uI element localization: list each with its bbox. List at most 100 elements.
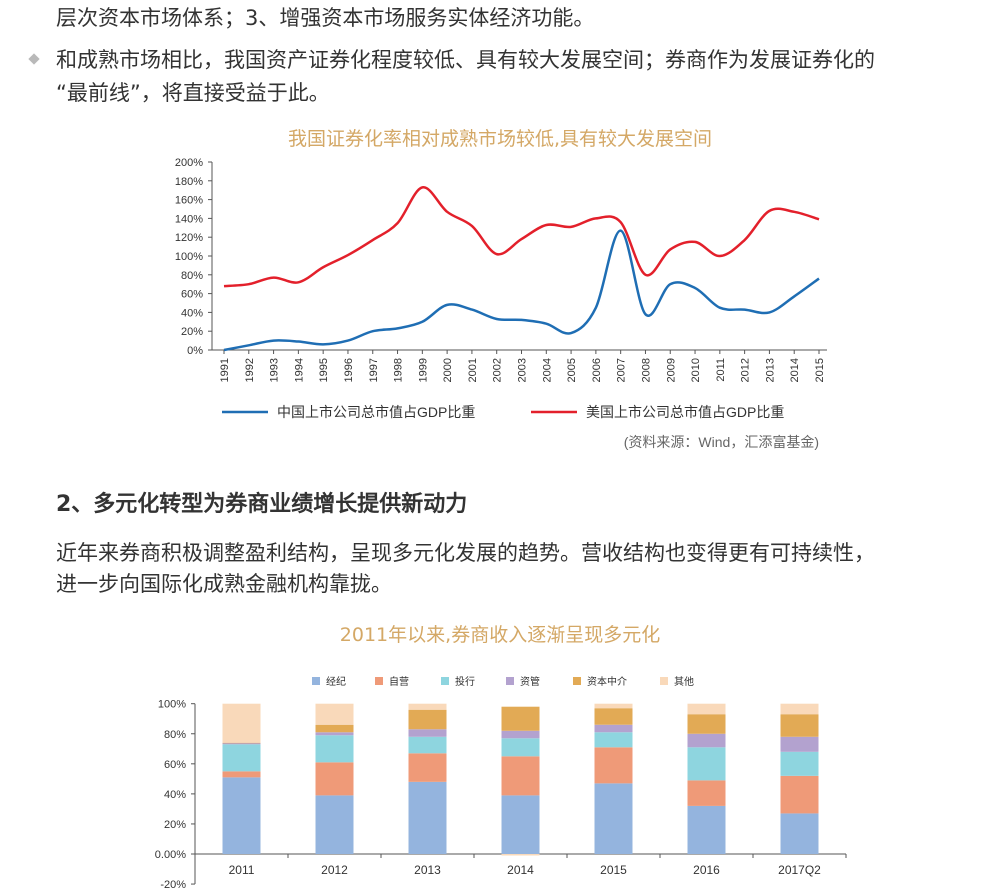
x-tick-label: 2014 <box>507 863 534 877</box>
bar-2017Q2-资本中介 <box>780 714 819 737</box>
bar-2017Q2-经纪 <box>780 813 819 854</box>
y-tick-label: -20% <box>160 879 186 891</box>
bar-2014-投行 <box>501 738 540 757</box>
legend-label-资本中介: 资本中介 <box>587 675 627 688</box>
x-tick-label: 2007 <box>616 358 628 382</box>
bar-2015-资管 <box>594 724 633 733</box>
bar-2013-投行 <box>408 736 447 754</box>
bar-2013-其他 <box>408 703 447 710</box>
bar-2012-经纪 <box>315 795 354 854</box>
x-tick-label: 2015 <box>814 358 826 382</box>
x-tick-label: 2010 <box>690 358 702 382</box>
bar-2013-经纪 <box>408 781 447 854</box>
y-tick-label: 60% <box>164 759 186 771</box>
x-tick-label: 2013 <box>414 863 441 877</box>
legend-label-其他: 其他 <box>674 675 694 688</box>
y-tick-label: 80% <box>164 729 186 741</box>
y-tick-label: 0% <box>187 345 203 357</box>
y-tick-label: 120% <box>175 232 203 244</box>
x-tick-label: 1997 <box>368 358 380 382</box>
bar-2016-其他 <box>687 703 726 715</box>
y-tick-label: 20% <box>164 819 186 831</box>
y-tick-label: 200% <box>175 157 203 169</box>
x-tick-label: 1995 <box>318 358 330 382</box>
x-tick-label: 2008 <box>640 358 652 382</box>
bar-2015-资本中介 <box>594 708 633 725</box>
chart-2-title: 2011年以来,券商收入逐渐呈现多元化 <box>339 624 661 646</box>
bar-2013-自营 <box>408 753 447 782</box>
legend-label-自营: 自营 <box>389 675 409 688</box>
paragraph-3-line-1: 近年来券商积极调整盈利结构，呈现多元化发展的趋势。营收结构也变得更有可持续性， <box>56 541 875 565</box>
x-tick-label: 2002 <box>492 358 504 382</box>
x-tick-label: 1991 <box>219 358 231 382</box>
paragraph-2-line-1: 和成熟市场相比，我国资产证券化程度较低、具有较大发展空间；券商作为发展证券化的 <box>56 48 875 72</box>
legend-swatch-资本中介 <box>573 677 581 685</box>
y-tick-label: 40% <box>164 789 186 801</box>
x-tick-label: 2014 <box>789 358 801 382</box>
chart-1-title: 我国证券化率相对成熟市场较低,具有较大发展空间 <box>287 128 713 150</box>
x-tick-label: 2012 <box>740 358 752 382</box>
x-tick-label: 2009 <box>665 358 677 382</box>
x-tick-label: 2016 <box>693 863 720 877</box>
bar-2011-自营 <box>222 771 261 778</box>
legend-swatch-其他 <box>660 677 668 685</box>
paragraph-2-line-2: “最前线”，将直接受益于此。 <box>56 81 330 105</box>
x-tick-label: 2013 <box>764 358 776 382</box>
section-heading: 2、多元化转型为券商业绩增长提供新动力 <box>56 492 468 517</box>
y-tick-label: 20% <box>181 326 203 338</box>
bar-2013-资管 <box>408 729 447 737</box>
stacked-bar-chart: 经纪 自营 投行 资管 资本中介 其他 -20% 0.00% 20% 40% 60% 80% 100% 2… <box>155 675 847 891</box>
x-tick-label: 1994 <box>293 358 305 382</box>
x-tick-label: 2001 <box>467 358 479 382</box>
y-tick-label: 160% <box>175 195 203 207</box>
bar-2014-其他 <box>501 854 540 856</box>
bar-2016-经纪 <box>687 805 726 854</box>
bar-2014-资本中介 <box>501 706 540 731</box>
bar-2015-经纪 <box>594 783 633 854</box>
y-tick-label: 0.00% <box>155 849 186 861</box>
y-tick-label: 60% <box>181 289 203 301</box>
bar-2014-资管 <box>501 730 540 739</box>
legend-label-投行: 投行 <box>455 675 475 688</box>
y-tick-label: 140% <box>175 213 203 225</box>
bar-2012-资管 <box>315 732 354 736</box>
y-tick-label: 40% <box>181 307 203 319</box>
x-tick-label: 1998 <box>393 358 405 382</box>
series-line-2 <box>223 186 820 288</box>
paragraph-3-line-2: 进一步向国际化成熟金融机构靠拢。 <box>56 572 392 596</box>
bar-2011-资本中介 <box>222 742 261 744</box>
x-tick-label: 1996 <box>343 358 355 382</box>
bar-2014-自营 <box>501 756 540 796</box>
bar-2017Q2-投行 <box>780 751 819 776</box>
bar-2013-资本中介 <box>408 709 447 730</box>
legend-swatch-自营 <box>375 677 383 685</box>
x-tick-label: 2012 <box>321 863 348 877</box>
y-tick-label: 100% <box>175 251 203 263</box>
x-tick-label: 2011 <box>229 863 255 877</box>
bar-2016-资本中介 <box>687 714 726 734</box>
legend-swatch-经纪 <box>312 677 320 685</box>
x-tick-label: 1999 <box>417 358 429 382</box>
bar-2011-其他 <box>222 703 261 743</box>
series-line-1 <box>223 229 820 352</box>
x-tick-label: 2000 <box>442 358 454 382</box>
x-tick-label: 2015 <box>600 863 627 877</box>
paragraph-1: 层次资本市场体系；3、增强资本市场服务实体经济功能。 <box>56 6 595 30</box>
x-tick-label: 2005 <box>566 358 578 382</box>
bar-2014-经纪 <box>501 795 540 854</box>
legend-label-1: 中国上市公司总市值占GDP比重 <box>277 404 475 420</box>
legend-label-2: 美国上市公司总市值占GDP比重 <box>586 404 784 420</box>
legend-label-资管: 资管 <box>520 675 540 688</box>
legend-swatch-投行 <box>441 677 449 685</box>
bar-2015-其他 <box>594 703 633 709</box>
bullet-icon <box>28 53 40 65</box>
x-tick-label: 1992 <box>244 358 256 382</box>
y-tick-label: 100% <box>158 699 186 711</box>
x-tick-label: 2004 <box>541 358 553 382</box>
y-tick-label: 80% <box>181 270 203 282</box>
bar-2011-经纪 <box>222 777 261 854</box>
x-tick-label: 2006 <box>591 358 603 382</box>
legend-swatch-资管 <box>506 677 514 685</box>
bar-2017Q2-资管 <box>780 736 819 752</box>
x-tick-label: 2017Q2 <box>778 863 821 877</box>
